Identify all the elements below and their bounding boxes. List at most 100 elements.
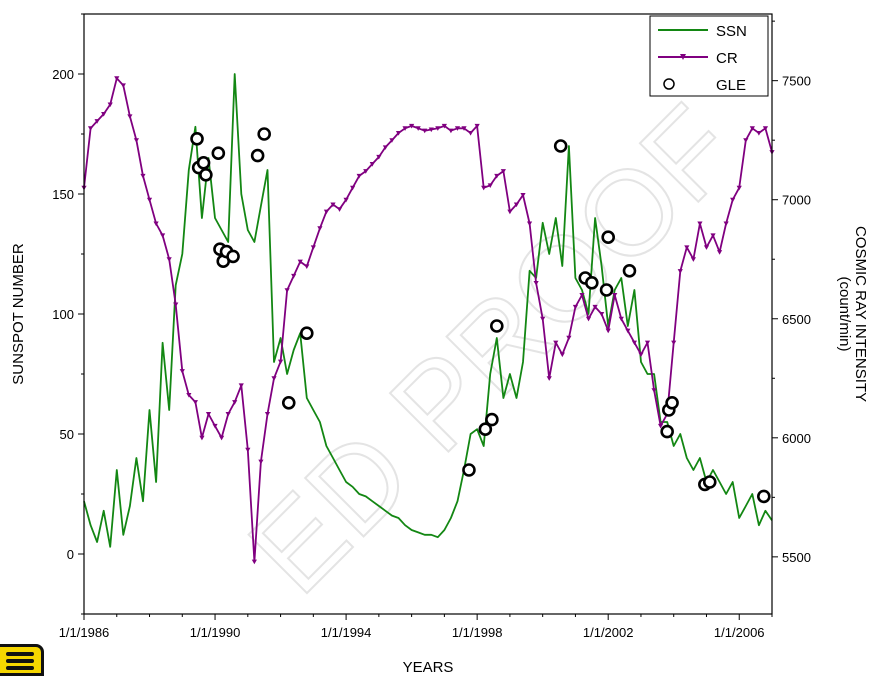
cr-point (382, 145, 389, 150)
cr-point (710, 233, 716, 239)
cr-point (336, 207, 343, 212)
cr-point (120, 83, 126, 89)
x-axis-title: YEARS (403, 659, 454, 676)
legend-ssn-label: SSN (716, 23, 747, 40)
gle-point (601, 230, 615, 244)
y2-tick-label: 7500 (782, 74, 811, 89)
gle-point (489, 319, 504, 333)
cr-point (422, 128, 428, 134)
y2-axis-unit: (count/min) (836, 276, 853, 351)
series-cr-line (83, 77, 773, 563)
cr-point (671, 340, 677, 346)
cr-point (690, 257, 696, 262)
cr-point (114, 76, 120, 81)
y-tick-label: 0 (67, 547, 74, 562)
cr-point (651, 388, 657, 393)
cr-point (599, 312, 605, 317)
legend: SSN CR GLE (649, 15, 769, 97)
y-axis-title: SUNSPOT NUMBER (10, 243, 27, 385)
cr-point (756, 131, 762, 136)
cr-point (94, 119, 100, 124)
gle-point (196, 156, 211, 170)
cr-point (730, 197, 736, 203)
gle-point (553, 139, 568, 153)
cr-point (264, 412, 271, 417)
cr-point (238, 383, 244, 389)
cr-point (395, 131, 402, 136)
gle-point (257, 127, 271, 141)
cr-point (219, 435, 225, 441)
cr-point (186, 392, 192, 398)
cr-point (415, 126, 421, 131)
cr-point (330, 202, 336, 208)
cr-point (677, 269, 683, 274)
cr-point (350, 185, 356, 191)
gle-point (622, 263, 637, 278)
cr-point (225, 412, 231, 417)
gle-point (299, 326, 314, 341)
gle-point (660, 424, 674, 439)
legend-gle-label: GLE (716, 77, 746, 94)
cr-point (363, 169, 369, 174)
cr-point (356, 173, 362, 179)
y2-tick-label: 6500 (782, 312, 811, 327)
x-tick-label: 1/1/2006 (714, 625, 765, 640)
cr-point (559, 352, 565, 358)
cr-point (212, 423, 218, 429)
cr-point (376, 154, 382, 160)
cr-point (205, 412, 212, 417)
gle-point (211, 146, 226, 160)
cr-point (553, 340, 559, 346)
cr-point (605, 328, 611, 334)
cr-point (585, 316, 592, 322)
cr-point (540, 316, 546, 322)
gle-point (585, 275, 599, 290)
y2-tick-label: 6000 (782, 431, 811, 446)
gle-point (599, 283, 614, 297)
cr-point (566, 335, 572, 341)
cr-point (743, 138, 749, 143)
gle-point (665, 395, 679, 410)
cr-point (612, 292, 618, 298)
x-tick-label: 1/1/1986 (59, 625, 110, 640)
legend-gle-marker (663, 78, 675, 90)
cr-point (703, 245, 710, 250)
cr-point (107, 102, 113, 108)
cr-point (160, 233, 166, 239)
cr-point (245, 447, 251, 453)
cr-point (546, 376, 552, 381)
cr-point (297, 259, 303, 265)
cr-point (520, 192, 526, 198)
cr-point (179, 369, 185, 374)
cr-point (481, 185, 487, 191)
cr-point (428, 127, 434, 133)
x-tick-label: 1/1/1994 (321, 625, 372, 640)
cr-point (461, 126, 467, 131)
gle-point (190, 132, 204, 146)
cr-point (251, 559, 257, 565)
legend-cr-label: CR (716, 50, 738, 67)
gle-point (281, 395, 296, 410)
cr-point (716, 250, 723, 255)
cr-point (166, 257, 172, 262)
cr-point (435, 126, 441, 131)
cr-point (317, 226, 323, 231)
cr-point (592, 304, 598, 310)
cr-point (101, 112, 107, 117)
gle-point (226, 249, 240, 264)
cr-point (579, 292, 585, 298)
axis-ticks: 1/1/1986 1/1/1990 1/1/1994 1/1/1998 1/1/2002… (52, 13, 811, 640)
cr-point (697, 221, 703, 227)
cr-point (723, 221, 729, 227)
cr-point (644, 340, 651, 346)
cr-point (199, 435, 205, 441)
cr-point (277, 359, 284, 365)
menu-button[interactable] (0, 644, 44, 676)
y-tick-label: 50 (60, 427, 74, 442)
cr-point (343, 197, 349, 203)
y-tick-label: 150 (52, 187, 74, 202)
cr-point (133, 138, 140, 143)
cr-point (271, 376, 277, 381)
cr-point (232, 400, 238, 405)
